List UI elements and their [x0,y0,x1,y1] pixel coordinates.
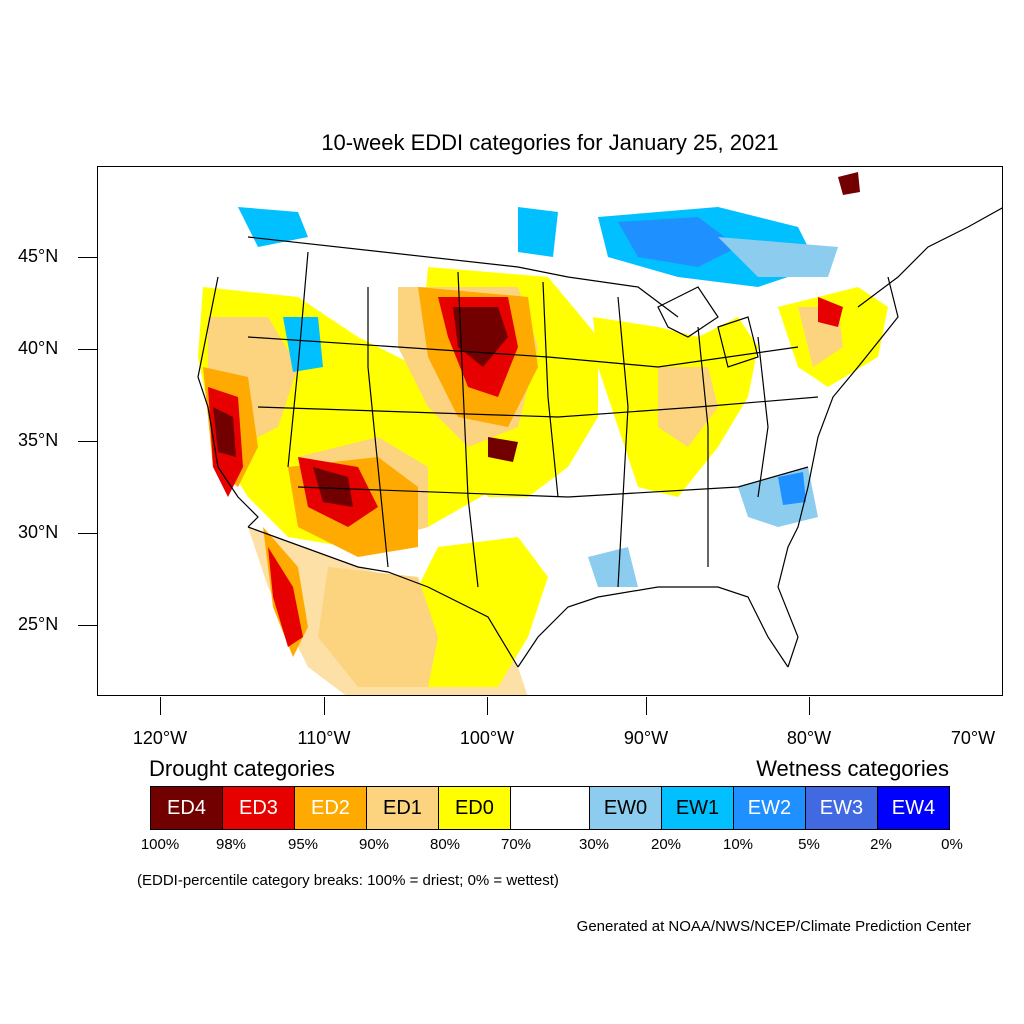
legend-cell-ed1: ED1 [366,787,439,829]
ew2-north [618,217,738,267]
state-line-7 [757,336,769,498]
lat-tick-mark [78,441,97,442]
ew1-idaho [283,317,323,372]
drought-categories-heading: Drought categories [149,756,335,781]
lon-tick-label: 80°W [786,728,832,748]
state-line-3 [457,271,479,588]
ew1-nw [238,207,308,247]
lon-tick-label: 100°W [459,728,515,748]
legend-cell-ed3: ED3 [222,787,295,829]
legend-cell-ew0: EW0 [590,787,662,829]
percentile-label: 2% [870,836,892,853]
ed4-ne [838,172,860,195]
legend-cell-ed0: ED0 [438,787,511,829]
state-line-9 [257,396,819,418]
great-lakes [657,286,759,368]
percentile-label: 30% [578,836,610,853]
ew2-nc [778,472,806,505]
lat-tick-label: 30°N [18,522,59,542]
lon-tick-label: 120°W [132,728,188,748]
ed3-baja [268,547,303,647]
ew0-north [718,237,838,277]
map-title: 10-week EDDI categories for January 25, … [321,130,779,155]
percentile-label: 100% [140,836,180,853]
ew0-gulf [588,547,638,587]
credit-line: Generated at NOAA/NWS/NCEP/Climate Predi… [576,918,971,935]
map-panel [97,166,1003,696]
legend-cell-ew1: EW1 [662,787,734,829]
percentile-label: 95% [287,836,319,853]
percentile-label: 20% [650,836,682,853]
ed4-ks [488,437,518,462]
state-line-5 [617,296,629,588]
percentile-label: 80% [429,836,461,853]
legend-cell-ew2: EW2 [733,787,806,829]
ed3-ne [818,297,843,327]
lon-tick-mark [809,697,810,715]
ed4-ca [213,407,236,457]
category-legend: ED4 ED3 ED2 ED1 ED0 EW0 EW1 EW2 EW3 EW4 [150,786,950,830]
legend-cell-ew3: EW3 [805,787,878,829]
legend-cell-ew4: EW4 [877,787,949,829]
lon-tick-label: 70°W [950,728,996,748]
lon-tick-label: 90°W [623,728,669,748]
lat-tick-label: 45°N [18,246,59,266]
percentile-label: 10% [722,836,754,853]
us-mexico-border [247,526,519,668]
lon-tick-mark [324,697,325,715]
ed4-sw [313,467,353,507]
lon-tick-mark [646,697,647,715]
state-line-8 [247,336,799,368]
state-line-2 [367,287,389,568]
lon-tick-mark [160,697,161,715]
canada-coast [857,207,1002,308]
percentile-label: 70% [500,836,532,853]
boundary-lines [197,207,1002,668]
legend-cell-normal [510,787,591,829]
percentile-label: 90% [358,836,390,853]
state-line-4 [542,281,559,498]
wetness-categories-heading: Wetness categories [756,756,949,781]
state-line-10 [297,466,809,498]
percentile-label: 0% [941,836,963,853]
lon-tick-mark [487,697,488,715]
ed1-midwest [658,367,718,447]
atlantic-coast [777,276,899,668]
ew1-lakes [518,207,558,257]
us-canada-border [247,236,679,318]
gulf-coast [517,586,789,668]
category-breaks-note: (EDDI-percentile category breaks: 100% =… [137,872,559,889]
lat-tick-mark [78,257,97,258]
lon-tick-label: 110°W [297,728,351,748]
eddi-map [197,172,1002,695]
percentile-label: 98% [215,836,247,853]
lat-tick-mark [78,625,97,626]
lat-tick-mark [78,349,97,350]
lat-tick-label: 35°N [18,430,59,450]
ed1-texas [318,567,438,687]
percentile-label: 5% [798,836,820,853]
state-line-1 [287,251,309,468]
legend-cell-ed2: ED2 [294,787,367,829]
lat-tick-label: 25°N [18,614,59,634]
lat-tick-mark [78,533,97,534]
pacific-coast [197,276,259,528]
lat-tick-label: 40°N [18,338,59,358]
legend-cell-ed4: ED4 [151,787,223,829]
